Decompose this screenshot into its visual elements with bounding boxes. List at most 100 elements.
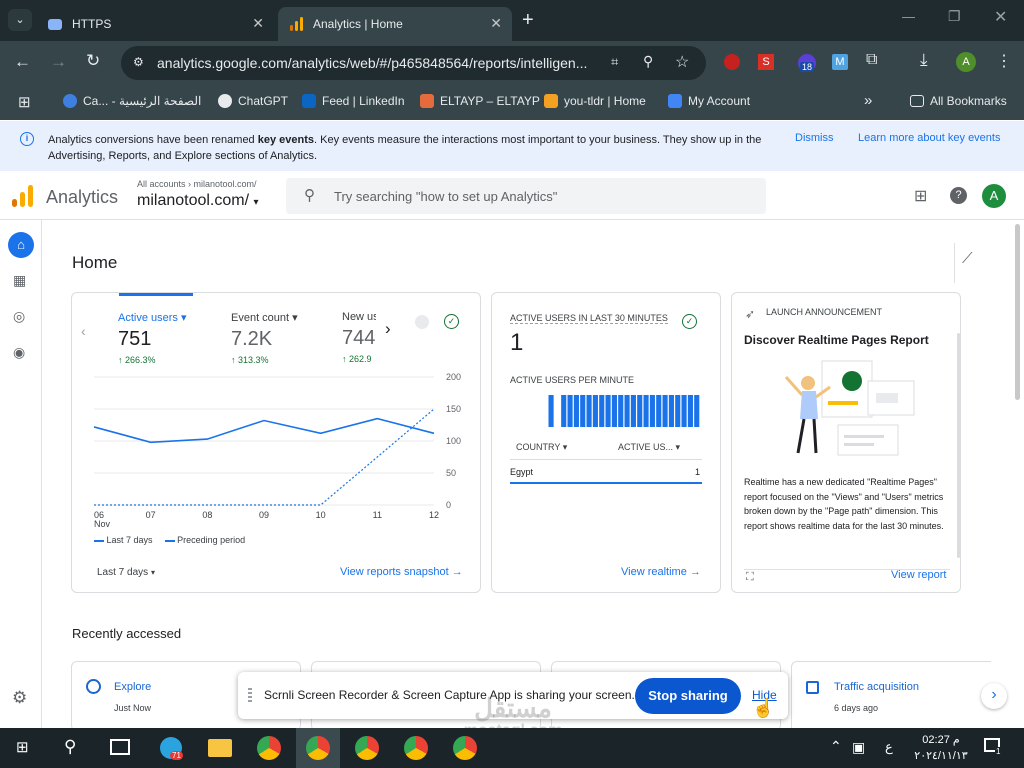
carousel-next-button[interactable]: › [981,683,1007,709]
y-tick-label: 100 [446,436,461,446]
bookmark-item[interactable]: ELTAYP – ELTAYP [420,94,540,108]
breadcrumb[interactable]: All accounts › milanotool.com/ [137,179,257,189]
chrome-icon[interactable] [404,736,428,760]
col-active-users[interactable]: ACTIVE US... ▾ [618,442,681,452]
notification-icon[interactable]: 1 [984,738,1002,756]
y-tick-label: 150 [446,404,461,414]
forward-icon[interactable]: → [50,52,67,71]
browser-tab-strip: ⌄ HTTPS ✕ Analytics | Home ✕ + — ❐ ✕ [0,0,1024,41]
extension-s-icon[interactable]: S [758,54,774,70]
site-info-icon[interactable]: ⚙ [133,55,144,69]
metric-event-count[interactable]: Event count ▾ 7.2K ↑ 313.3% [231,312,298,365]
tray-chevron-icon[interactable]: ⌃ [830,738,842,754]
view-report-link[interactable]: View report [891,569,947,581]
insight-icon[interactable] [415,315,429,329]
y-tick-label: 200 [446,372,461,382]
translate-icon[interactable]: ⌗ [611,54,619,69]
minute-bar [643,395,649,427]
key-events-banner: i Analytics conversions have been rename… [0,121,1024,171]
all-bookmarks[interactable]: All Bookmarks [910,94,1007,108]
settings-gear-icon[interactable]: ⚙ [12,688,28,707]
home-icon[interactable]: ⌂ [8,232,34,258]
bookmark-item[interactable]: ChatGPT [218,94,288,108]
insights-icon[interactable]: ⟋ [962,250,973,267]
banner-text: Analytics conversions have been renamed … [48,134,762,162]
learn-more-link[interactable]: Learn more about key events [858,132,1001,144]
chevron-left-icon[interactable]: ‹ [81,323,86,339]
minimize-icon[interactable]: — [902,9,915,24]
account-avatar[interactable]: A [982,184,1006,208]
chrome-icon[interactable] [355,736,379,760]
page-scrollbar[interactable] [1015,224,1020,400]
clock[interactable]: 02:27 م ٢٠٢٤/١١/١٣ [914,734,968,762]
reports-icon[interactable]: ▦ [13,272,27,288]
bookmark-item[interactable]: Feed | LinkedIn [302,94,405,108]
close-icon[interactable]: ✕ [490,15,502,31]
back-icon[interactable]: ← [14,52,31,71]
drag-handle[interactable] [248,688,252,702]
download-icon[interactable]: ⤓ [920,50,928,69]
windows-taskbar: ⊞ ⚲ 71 ⌃ ▣ ع 02:27 م ٢٠٢٤/١١/١٣ 1 [0,728,1024,768]
table-row[interactable]: Egypt 1 [510,467,702,484]
windows-start-icon[interactable]: ⊞ [16,739,29,756]
bookmark-item[interactable]: you-tldr | Home [544,94,646,108]
bookmark-item[interactable]: My Account [668,94,750,108]
metric-active-users[interactable]: Active users ▾ 751 ↑ 266.3% [118,312,187,365]
metric-new-users[interactable]: New us 744 ↑ 262.9 [342,311,376,364]
language-indicator[interactable]: ع [885,739,893,754]
task-view-icon[interactable] [110,739,130,755]
view-realtime-link[interactable]: View realtime → [621,566,701,578]
telegram-icon[interactable]: 71 [160,737,183,760]
expand-icon[interactable]: ⛶ [746,571,754,583]
advertising-icon[interactable]: ◉ [13,344,26,360]
scrollbar[interactable] [957,333,960,558]
apps-grid-icon[interactable]: ⊞ [18,94,31,111]
property-selector[interactable]: milanotool.com/ ▾ [137,192,259,209]
help-icon[interactable]: ? [950,187,967,204]
network-icon[interactable]: ▣ [852,739,866,755]
extensions-puzzle-icon[interactable]: ⧉ [866,51,878,68]
zoom-icon[interactable]: ⚲ [643,53,654,69]
search-icon[interactable]: ⚲ [64,737,77,756]
reload-icon[interactable]: ↻ [86,51,101,70]
restore-icon[interactable]: ❐ [948,8,961,24]
analytics-logo-icon [12,185,33,207]
new-tab-icon[interactable]: + [522,9,534,31]
chrome-icon[interactable] [306,736,330,760]
cursor-icon: ☝ [752,698,775,718]
chevron-right-icon[interactable]: › [385,319,391,338]
analytics-logo-icon [290,17,303,31]
tab-https[interactable]: HTTPS ✕ [36,7,274,41]
hide-button[interactable]: Hide [752,688,777,702]
overview-card: ‹ Active users ▾ 751 ↑ 266.3% Event coun… [71,292,481,593]
file-explorer-icon[interactable] [208,739,232,757]
close-icon[interactable]: ✕ [252,15,264,31]
address-bar[interactable]: ⚙ analytics.google.com/analytics/web/#/p… [121,46,706,80]
chrome-icon[interactable] [257,736,281,760]
bookmark-star-icon[interactable]: ☆ [675,54,690,71]
series-line-last-7-days [93,417,435,444]
recent-item-traffic-acquisition[interactable]: Traffic acquisition 6 days ago [791,661,991,731]
stop-sharing-button[interactable]: Stop sharing [635,678,741,714]
tab-analytics[interactable]: Analytics | Home ✕ [278,7,512,41]
metric-value: 744 [342,327,376,349]
menu-icon[interactable]: ⋮ [996,53,1012,70]
profile-avatar[interactable]: A [956,52,976,72]
minute-bar [573,395,579,427]
bookmark-item[interactable]: Ca... - الصفحة الرئيسية [63,94,201,108]
col-country[interactable]: COUNTRY ▾ [516,442,568,452]
explore-icon[interactable]: ◎ [13,308,26,324]
view-reports-snapshot-link[interactable]: View reports snapshot → [340,566,463,578]
apps-grid-icon[interactable]: ⊞ [914,188,928,205]
extension-m-icon[interactable]: M [832,54,848,70]
search-input[interactable]: ⚲ Try searching "how to set up Analytics… [286,178,766,214]
chrome-icon[interactable] [453,736,477,760]
extension-icon[interactable] [724,54,740,70]
more-bookmarks-icon[interactable]: » [864,92,873,109]
extension-badge-icon[interactable]: 18 [798,54,816,72]
date-range-selector[interactable]: Last 7 days ▾ [97,567,155,578]
minute-bar [611,395,617,427]
dismiss-button[interactable]: Dismiss [795,132,834,144]
window-close-icon[interactable]: ✕ [994,9,1008,26]
tab-search-button[interactable]: ⌄ [8,9,32,31]
